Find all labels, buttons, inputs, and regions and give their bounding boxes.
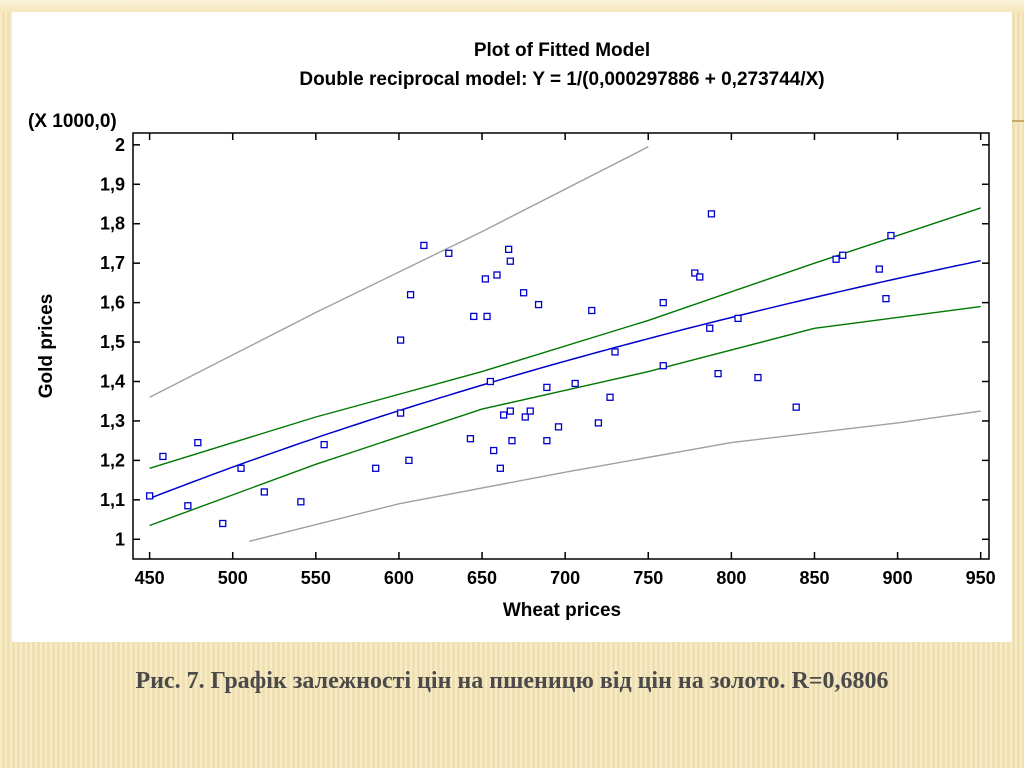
data-point xyxy=(159,452,167,461)
y-tick-label: 1,9 xyxy=(100,174,125,194)
y-multiplier-label: (X 1000,0) xyxy=(28,111,117,132)
y-tick-label: 2 xyxy=(115,135,125,155)
chart: Plot of Fitted Model Double reciprocal m… xyxy=(28,40,996,621)
data-point xyxy=(526,407,534,415)
data-point xyxy=(493,271,501,279)
data-point xyxy=(466,435,475,443)
data-point xyxy=(372,464,380,472)
chart-subtitle: Double reciprocal model: Y = 1/(0,000297… xyxy=(299,69,824,90)
data-point xyxy=(659,298,667,307)
data-point xyxy=(260,488,268,496)
fit-layer xyxy=(149,259,981,500)
data-point xyxy=(543,437,551,445)
chart-title: Plot of Fitted Model xyxy=(474,40,650,61)
x-tick-label: 700 xyxy=(550,568,580,588)
slide-top-band xyxy=(0,0,1024,12)
data-point xyxy=(659,362,667,370)
data-point xyxy=(839,251,847,259)
data-point xyxy=(396,336,405,344)
x-tick-label: 600 xyxy=(384,568,414,588)
points-layer xyxy=(145,210,895,528)
y-tick-label: 1 xyxy=(115,529,125,549)
x-tick-label: 500 xyxy=(218,568,248,588)
prediction-band-upper xyxy=(149,146,649,398)
data-point xyxy=(594,419,603,427)
data-point xyxy=(504,245,513,254)
data-point xyxy=(500,411,508,419)
data-point xyxy=(506,257,514,265)
data-point xyxy=(543,383,551,392)
y-tick-label: 1,6 xyxy=(100,293,125,313)
data-point xyxy=(714,369,722,378)
data-point xyxy=(219,519,227,528)
y-axis-label: Gold prices xyxy=(36,294,57,399)
y-tick-label: 1,2 xyxy=(100,450,125,470)
data-point xyxy=(486,377,495,386)
y-tick-label: 1,5 xyxy=(100,332,125,352)
y-tick-label: 1,3 xyxy=(100,411,125,431)
data-point xyxy=(445,249,453,257)
fitted-line xyxy=(149,259,981,500)
data-point xyxy=(406,291,415,299)
plot-frame xyxy=(132,132,990,560)
data-point xyxy=(297,498,305,506)
bands-layer xyxy=(149,146,981,542)
data-point xyxy=(506,407,514,415)
data-point xyxy=(707,210,716,218)
data-point xyxy=(508,437,516,445)
data-point xyxy=(706,324,714,332)
x-tick-label: 850 xyxy=(799,568,829,588)
data-point xyxy=(470,312,478,321)
data-point xyxy=(882,295,890,303)
data-point xyxy=(734,314,742,323)
y-tick-label: 1,4 xyxy=(100,372,125,392)
decorative-line xyxy=(1006,120,1024,122)
x-tick-label: 900 xyxy=(883,568,913,588)
x-tick-label: 750 xyxy=(633,568,663,588)
data-point xyxy=(420,241,428,250)
data-point xyxy=(571,379,579,388)
data-point xyxy=(521,413,529,421)
data-point xyxy=(832,255,840,263)
data-point xyxy=(887,231,895,240)
x-tick-label: 950 xyxy=(966,568,996,588)
x-tick-label: 550 xyxy=(301,568,331,588)
data-point xyxy=(490,446,498,455)
y-tick-label: 1,1 xyxy=(100,490,125,510)
data-point xyxy=(320,440,328,449)
data-point xyxy=(534,300,543,309)
data-point xyxy=(754,373,762,382)
y-axis-ticks: 1 1,1 1,2 1,3 1,4 1,5 1,6 1,7 1,8 1,9 2 xyxy=(100,135,989,549)
data-point xyxy=(145,492,154,500)
data-point xyxy=(606,393,614,401)
data-point xyxy=(519,289,528,297)
data-point xyxy=(588,306,596,315)
x-tick-label: 800 xyxy=(716,568,746,588)
figure-caption: Рис. 7. Графік залежності цін на пшеницю… xyxy=(135,668,889,694)
data-point xyxy=(875,265,883,273)
x-axis-label: Wheat prices xyxy=(503,600,621,621)
data-point xyxy=(483,312,491,321)
data-point xyxy=(396,409,405,417)
data-point xyxy=(696,273,704,281)
data-point xyxy=(237,464,245,472)
y-tick-label: 1,7 xyxy=(100,253,125,273)
data-point xyxy=(184,502,192,510)
y-tick-label: 1,8 xyxy=(100,214,125,234)
x-tick-label: 450 xyxy=(135,568,165,588)
chart-figure: Plot of Fitted Model Double reciprocal m… xyxy=(12,12,1012,642)
data-point xyxy=(405,456,413,465)
data-point xyxy=(481,275,490,283)
confidence-band-lower xyxy=(149,305,981,527)
confidence-band-upper xyxy=(149,207,981,469)
data-point xyxy=(792,403,800,411)
data-point xyxy=(496,464,504,472)
data-point xyxy=(194,438,202,447)
prediction-band-lower xyxy=(249,410,981,542)
data-point xyxy=(611,348,619,356)
data-point xyxy=(691,269,699,277)
x-tick-label: 650 xyxy=(467,568,497,588)
x-axis-ticks: 450 500 550 600 650 700 750 800 850 900 950 xyxy=(135,133,996,588)
data-point xyxy=(554,423,563,431)
